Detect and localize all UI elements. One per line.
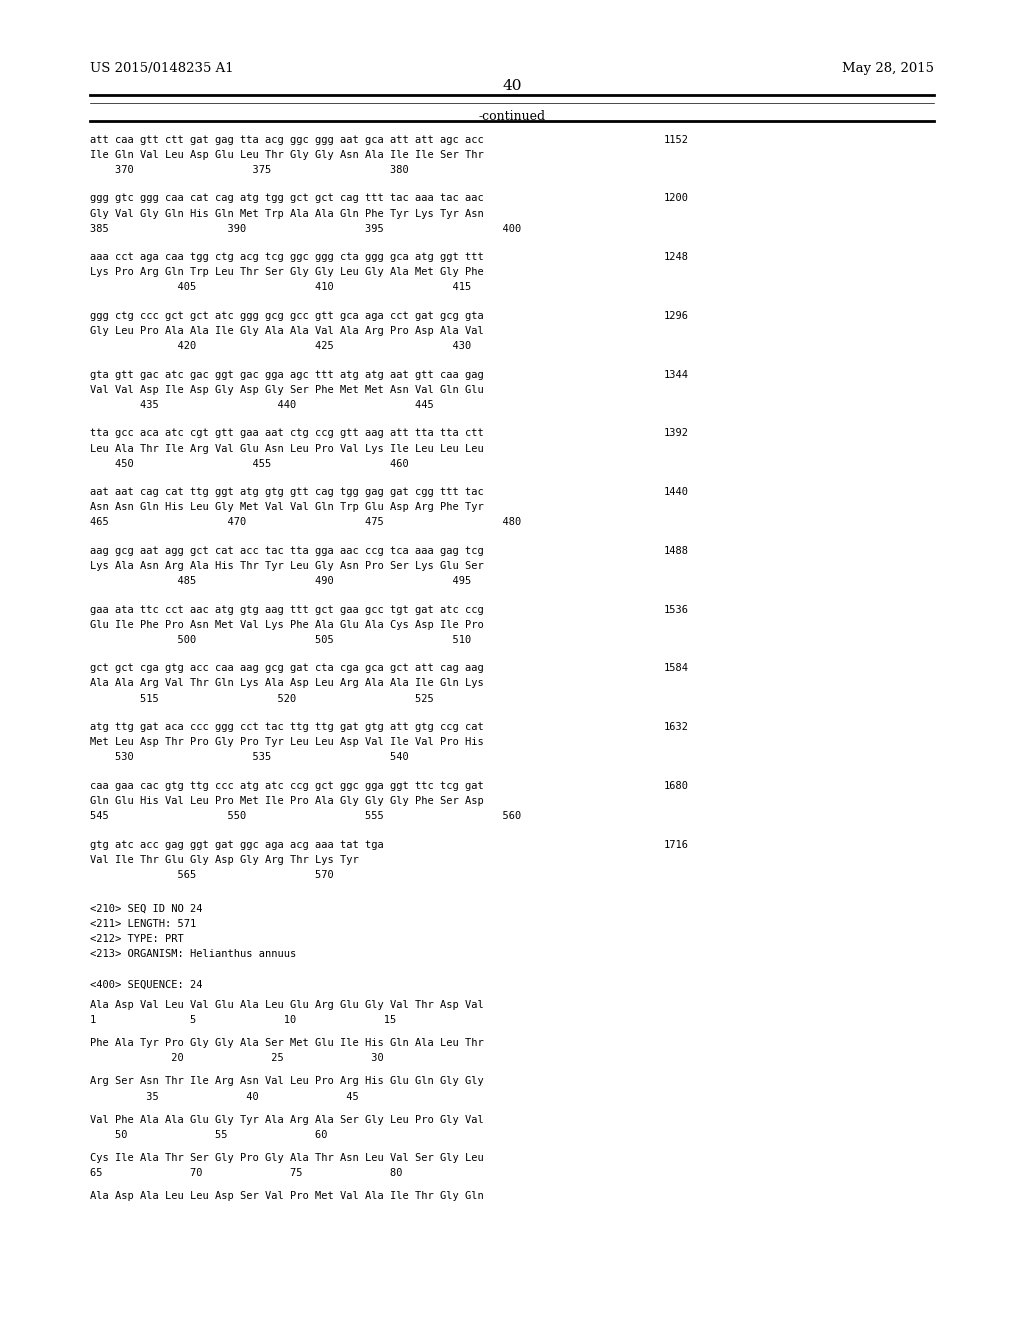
Text: Lys Pro Arg Gln Trp Leu Thr Ser Gly Gly Leu Gly Ala Met Gly Phe: Lys Pro Arg Gln Trp Leu Thr Ser Gly Gly … xyxy=(90,267,484,277)
Text: 405                   410                   415: 405 410 415 xyxy=(90,282,471,293)
Text: atg ttg gat aca ccc ggg cct tac ttg ttg gat gtg att gtg ccg cat: atg ttg gat aca ccc ggg cct tac ttg ttg … xyxy=(90,722,484,733)
Text: US 2015/0148235 A1: US 2015/0148235 A1 xyxy=(90,62,233,75)
Text: <400> SEQUENCE: 24: <400> SEQUENCE: 24 xyxy=(90,979,203,990)
Text: aag gcg aat agg gct cat acc tac tta gga aac ccg tca aaa gag tcg: aag gcg aat agg gct cat acc tac tta gga … xyxy=(90,545,484,556)
Text: <212> TYPE: PRT: <212> TYPE: PRT xyxy=(90,933,184,944)
Text: Ala Asp Ala Leu Leu Asp Ser Val Pro Met Val Ala Ile Thr Gly Gln: Ala Asp Ala Leu Leu Asp Ser Val Pro Met … xyxy=(90,1191,484,1201)
Text: <213> ORGANISM: Helianthus annuus: <213> ORGANISM: Helianthus annuus xyxy=(90,949,296,960)
Text: aat aat cag cat ttg ggt atg gtg gtt cag tgg gag gat cgg ttt tac: aat aat cag cat ttg ggt atg gtg gtt cag … xyxy=(90,487,484,498)
Text: ggg gtc ggg caa cat cag atg tgg gct gct cag ttt tac aaa tac aac: ggg gtc ggg caa cat cag atg tgg gct gct … xyxy=(90,193,484,203)
Text: aaa cct aga caa tgg ctg acg tcg ggc ggg cta ggg gca atg ggt ttt: aaa cct aga caa tgg ctg acg tcg ggc ggg … xyxy=(90,252,484,263)
Text: 1               5              10              15: 1 5 10 15 xyxy=(90,1015,396,1026)
Text: <211> LENGTH: 571: <211> LENGTH: 571 xyxy=(90,919,197,929)
Text: 1200: 1200 xyxy=(664,193,688,203)
Text: 50              55              60: 50 55 60 xyxy=(90,1130,328,1140)
Text: 1248: 1248 xyxy=(664,252,688,263)
Text: 420                   425                   430: 420 425 430 xyxy=(90,341,471,351)
Text: caa gaa cac gtg ttg ccc atg atc ccg gct ggc gga ggt ttc tcg gat: caa gaa cac gtg ttg ccc atg atc ccg gct … xyxy=(90,780,484,791)
Text: Cys Ile Ala Thr Ser Gly Pro Gly Ala Thr Asn Leu Val Ser Gly Leu: Cys Ile Ala Thr Ser Gly Pro Gly Ala Thr … xyxy=(90,1152,484,1163)
Text: 1716: 1716 xyxy=(664,840,688,850)
Text: 1680: 1680 xyxy=(664,780,688,791)
Text: Gly Val Gly Gln His Gln Met Trp Ala Ala Gln Phe Tyr Lys Tyr Asn: Gly Val Gly Gln His Gln Met Trp Ala Ala … xyxy=(90,209,484,219)
Text: 500                   505                   510: 500 505 510 xyxy=(90,635,471,645)
Text: 1536: 1536 xyxy=(664,605,688,615)
Text: 1344: 1344 xyxy=(664,370,688,380)
Text: Glu Ile Phe Pro Asn Met Val Lys Phe Ala Glu Ala Cys Asp Ile Pro: Glu Ile Phe Pro Asn Met Val Lys Phe Ala … xyxy=(90,619,484,630)
Text: ggg ctg ccc gct gct atc ggg gcg gcc gtt gca aga cct gat gcg gta: ggg ctg ccc gct gct atc ggg gcg gcc gtt … xyxy=(90,310,484,321)
Text: Arg Ser Asn Thr Ile Arg Asn Val Leu Pro Arg His Glu Gln Gly Gly: Arg Ser Asn Thr Ile Arg Asn Val Leu Pro … xyxy=(90,1076,484,1086)
Text: <210> SEQ ID NO 24: <210> SEQ ID NO 24 xyxy=(90,903,203,913)
Text: 1632: 1632 xyxy=(664,722,688,733)
Text: gaa ata ttc cct aac atg gtg aag ttt gct gaa gcc tgt gat atc ccg: gaa ata ttc cct aac atg gtg aag ttt gct … xyxy=(90,605,484,615)
Text: 1488: 1488 xyxy=(664,545,688,556)
Text: Lys Ala Asn Arg Ala His Thr Tyr Leu Gly Asn Pro Ser Lys Glu Ser: Lys Ala Asn Arg Ala His Thr Tyr Leu Gly … xyxy=(90,561,484,572)
Text: 485                   490                   495: 485 490 495 xyxy=(90,576,471,586)
Text: 465                   470                   475                   480: 465 470 475 480 xyxy=(90,517,521,528)
Text: 1152: 1152 xyxy=(664,135,688,145)
Text: 565                   570: 565 570 xyxy=(90,870,334,880)
Text: 435                   440                   445: 435 440 445 xyxy=(90,400,434,411)
Text: 515                   520                   525: 515 520 525 xyxy=(90,693,434,704)
Text: 530                   535                   540: 530 535 540 xyxy=(90,752,409,763)
Text: Gln Glu His Val Leu Pro Met Ile Pro Ala Gly Gly Gly Phe Ser Asp: Gln Glu His Val Leu Pro Met Ile Pro Ala … xyxy=(90,796,484,807)
Text: 1296: 1296 xyxy=(664,310,688,321)
Text: Ala Asp Val Leu Val Glu Ala Leu Glu Arg Glu Gly Val Thr Asp Val: Ala Asp Val Leu Val Glu Ala Leu Glu Arg … xyxy=(90,999,484,1010)
Text: -continued: -continued xyxy=(478,110,546,123)
Text: 1392: 1392 xyxy=(664,428,688,438)
Text: gct gct cga gtg acc caa aag gcg gat cta cga gca gct att cag aag: gct gct cga gtg acc caa aag gcg gat cta … xyxy=(90,663,484,673)
Text: 40: 40 xyxy=(502,79,522,94)
Text: Gly Leu Pro Ala Ala Ile Gly Ala Ala Val Ala Arg Pro Asp Ala Val: Gly Leu Pro Ala Ala Ile Gly Ala Ala Val … xyxy=(90,326,484,337)
Text: Asn Asn Gln His Leu Gly Met Val Val Gln Trp Glu Asp Arg Phe Tyr: Asn Asn Gln His Leu Gly Met Val Val Gln … xyxy=(90,502,484,512)
Text: 20              25              30: 20 25 30 xyxy=(90,1053,384,1064)
Text: May 28, 2015: May 28, 2015 xyxy=(842,62,934,75)
Text: 65              70              75              80: 65 70 75 80 xyxy=(90,1168,402,1179)
Text: Val Phe Ala Ala Glu Gly Tyr Ala Arg Ala Ser Gly Leu Pro Gly Val: Val Phe Ala Ala Glu Gly Tyr Ala Arg Ala … xyxy=(90,1114,484,1125)
Text: Ala Ala Arg Val Thr Gln Lys Ala Asp Leu Arg Ala Ala Ile Gln Lys: Ala Ala Arg Val Thr Gln Lys Ala Asp Leu … xyxy=(90,678,484,689)
Text: 370                   375                   380: 370 375 380 xyxy=(90,165,409,176)
Text: 385                   390                   395                   400: 385 390 395 400 xyxy=(90,223,521,234)
Text: Val Val Asp Ile Asp Gly Asp Gly Ser Phe Met Met Asn Val Gln Glu: Val Val Asp Ile Asp Gly Asp Gly Ser Phe … xyxy=(90,384,484,395)
Text: gtg atc acc gag ggt gat ggc aga acg aaa tat tga: gtg atc acc gag ggt gat ggc aga acg aaa … xyxy=(90,840,384,850)
Text: 545                   550                   555                   560: 545 550 555 560 xyxy=(90,810,521,821)
Text: Phe Ala Tyr Pro Gly Gly Ala Ser Met Glu Ile His Gln Ala Leu Thr: Phe Ala Tyr Pro Gly Gly Ala Ser Met Glu … xyxy=(90,1038,484,1048)
Text: gta gtt gac atc gac ggt gac gga agc ttt atg atg aat gtt caa gag: gta gtt gac atc gac ggt gac gga agc ttt … xyxy=(90,370,484,380)
Text: tta gcc aca atc cgt gtt gaa aat ctg ccg gtt aag att tta tta ctt: tta gcc aca atc cgt gtt gaa aat ctg ccg … xyxy=(90,428,484,438)
Text: 1440: 1440 xyxy=(664,487,688,498)
Text: att caa gtt ctt gat gag tta acg ggc ggg aat gca att att agc acc: att caa gtt ctt gat gag tta acg ggc ggg … xyxy=(90,135,484,145)
Text: Ile Gln Val Leu Asp Glu Leu Thr Gly Gly Asn Ala Ile Ile Ser Thr: Ile Gln Val Leu Asp Glu Leu Thr Gly Gly … xyxy=(90,149,484,160)
Text: Val Ile Thr Glu Gly Asp Gly Arg Thr Lys Tyr: Val Ile Thr Glu Gly Asp Gly Arg Thr Lys … xyxy=(90,854,358,865)
Text: 35              40              45: 35 40 45 xyxy=(90,1092,358,1102)
Text: 1584: 1584 xyxy=(664,663,688,673)
Text: Leu Ala Thr Ile Arg Val Glu Asn Leu Pro Val Lys Ile Leu Leu Leu: Leu Ala Thr Ile Arg Val Glu Asn Leu Pro … xyxy=(90,444,484,454)
Text: Met Leu Asp Thr Pro Gly Pro Tyr Leu Leu Asp Val Ile Val Pro His: Met Leu Asp Thr Pro Gly Pro Tyr Leu Leu … xyxy=(90,737,484,747)
Text: 450                   455                   460: 450 455 460 xyxy=(90,458,409,469)
